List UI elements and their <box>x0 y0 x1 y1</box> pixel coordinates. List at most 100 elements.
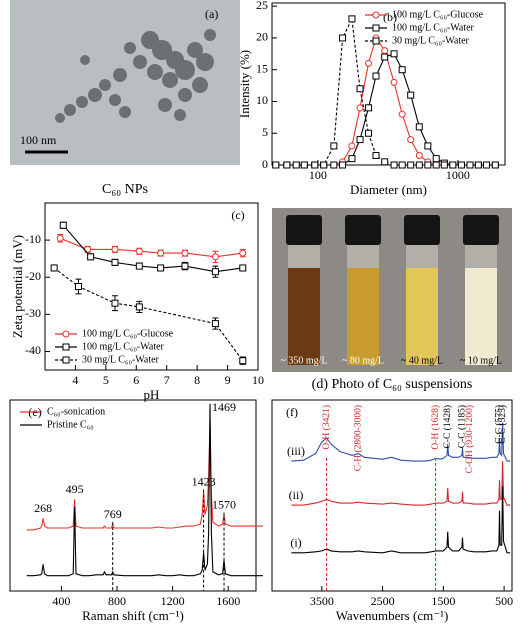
marker <box>330 142 338 150</box>
marker <box>348 142 356 150</box>
x-tick-label: 1000 <box>446 168 470 182</box>
peak-label: 1570 <box>212 497 236 511</box>
x-axis-label: Raman shift (cm⁻¹) <box>82 608 184 623</box>
y-tick-label: -30 <box>25 306 41 320</box>
marker <box>365 129 373 137</box>
legend-label: 100 mg/L C₆₀-Water <box>392 22 475 33</box>
marker <box>372 24 380 32</box>
marker <box>181 262 189 270</box>
marker <box>449 161 457 169</box>
marker <box>211 253 219 261</box>
marker <box>135 303 143 311</box>
vial <box>345 215 381 365</box>
marker <box>372 151 380 159</box>
legend-label: Pristine C₆₀ <box>47 419 94 430</box>
x-axis-label: Wavenumbers (cm⁻¹) <box>336 608 449 623</box>
marker <box>424 161 432 169</box>
legend-label: 100 mg/L C₆₀-Glucose <box>392 9 484 20</box>
marker <box>365 59 373 67</box>
x-tick-label: 7 <box>164 373 170 387</box>
series-line <box>291 422 511 462</box>
legend-label: 100 mg/L C₆₀-Glucose <box>82 328 174 339</box>
marker <box>62 330 70 338</box>
marker <box>239 264 247 272</box>
marker <box>381 53 389 61</box>
marker <box>432 155 440 163</box>
y-tick-label: -40 <box>25 343 41 357</box>
series-label: (iii) <box>287 444 305 458</box>
annotation: C-OH (930-1200) <box>464 405 475 473</box>
marker <box>111 299 119 307</box>
marker <box>348 15 356 23</box>
legend-label: 100 mg/L C₆₀-Water <box>82 341 165 352</box>
marker <box>390 78 398 86</box>
marker <box>87 253 95 261</box>
y-tick-label: 5 <box>262 125 268 139</box>
marker <box>300 161 308 169</box>
x-tick-label: 3500 <box>310 594 334 608</box>
marker <box>339 34 347 42</box>
peak-label: 1423 <box>192 474 216 488</box>
marker <box>272 161 280 169</box>
y-axis-label: Zeta potential (mV) <box>10 235 25 338</box>
panel-label: (c) <box>231 208 244 222</box>
x-tick-label: 1500 <box>431 594 455 608</box>
marker <box>157 249 165 257</box>
y-tick-label: -20 <box>25 269 41 283</box>
panel-label: (a) <box>205 7 218 21</box>
marker <box>390 50 398 58</box>
plot-frame <box>271 2 506 166</box>
peak-label: 495 <box>66 482 84 496</box>
marker <box>211 320 219 328</box>
series-line <box>53 267 244 362</box>
peak-label: 1469 <box>212 400 236 414</box>
marker <box>407 161 415 169</box>
vial-photo: ~ 350 mg/L ~ 80 mg/L ~ 40 mg/L ~ 10 mg/L <box>272 208 512 372</box>
x-axis-label: Diameter (nm) <box>350 182 427 197</box>
marker <box>407 136 415 144</box>
marker <box>482 161 490 169</box>
x-tick-label: 1600 <box>216 594 240 608</box>
series-line <box>62 224 243 273</box>
marker <box>415 161 423 169</box>
marker <box>62 356 70 364</box>
marker <box>330 161 338 169</box>
vial <box>286 215 322 365</box>
x-axis-label: pH <box>144 387 160 402</box>
marker <box>320 161 328 169</box>
peak-label: 268 <box>34 501 52 515</box>
series-line <box>26 403 263 577</box>
scale-bar-label: 100 nm <box>20 133 57 147</box>
marker <box>59 221 67 229</box>
marker <box>283 161 291 169</box>
marker <box>372 37 380 45</box>
vial-label: ~ 10 mg/L <box>460 355 502 366</box>
marker <box>457 161 465 169</box>
marker <box>62 343 70 351</box>
y-tick-label: 10 <box>256 93 268 107</box>
x-tick-label: 4 <box>72 373 78 387</box>
x-tick-label: 400 <box>52 594 70 608</box>
marker <box>491 161 499 169</box>
panel-label: (f) <box>286 405 298 419</box>
tem-image: 100 nm (a) <box>10 0 240 165</box>
series-line <box>291 461 511 506</box>
marker <box>372 72 380 80</box>
x-tick-label: 2500 <box>371 594 395 608</box>
marker <box>407 91 415 99</box>
series-label: (ii) <box>289 488 304 502</box>
marker <box>339 161 347 169</box>
x-tick-label: 100 <box>309 168 327 182</box>
marker <box>356 104 364 112</box>
legend-label: 30 mg/L C₆₀-Water <box>392 35 470 46</box>
marker <box>398 66 406 74</box>
annotation: C-H (2800-3000) <box>352 405 363 471</box>
marker <box>398 110 406 118</box>
annotation: O-H (3421) <box>321 405 332 450</box>
marker <box>111 245 119 253</box>
y-tick-label: 20 <box>256 30 268 44</box>
annotation: C-C (525) <box>497 405 508 444</box>
marker <box>157 264 165 272</box>
vial <box>463 215 499 365</box>
